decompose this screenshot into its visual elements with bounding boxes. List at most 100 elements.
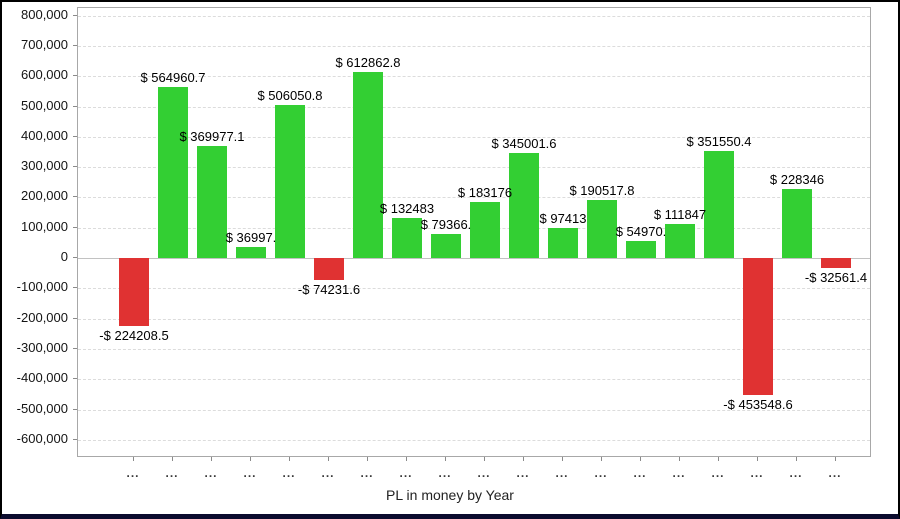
- y-axis-tick: [73, 226, 77, 228]
- x-axis-category-label: ...: [126, 466, 140, 480]
- y-axis-tick: [73, 257, 77, 258]
- bar-positive: [236, 246, 266, 258]
- y-axis-tick: [73, 166, 77, 168]
- y-axis-label: 300,000: [21, 158, 68, 174]
- x-axis-category-label: ...: [633, 466, 647, 480]
- x-axis-category-label: ...: [594, 466, 608, 480]
- bar-positive: [275, 104, 305, 258]
- y-axis-tick: [73, 135, 77, 137]
- x-axis-category-label: ...: [789, 466, 803, 480]
- gridline: [78, 136, 870, 138]
- y-axis-label: 500,000: [21, 97, 68, 113]
- bar-value-label: $ 36997.: [225, 229, 277, 245]
- y-axis-label: 700,000: [21, 36, 68, 52]
- x-axis-category-label: ...: [711, 466, 725, 480]
- x-axis-tick: [562, 457, 563, 461]
- x-axis-tick: [484, 457, 485, 461]
- x-axis-tick: [250, 457, 251, 461]
- bar-positive: [587, 200, 617, 258]
- y-axis-tick: [73, 196, 77, 198]
- gridline: [78, 318, 870, 320]
- bar-value-label: $ 183176: [457, 185, 513, 201]
- x-axis-title: PL in money by Year: [386, 487, 514, 503]
- x-axis-category-label: ...: [750, 466, 764, 480]
- bar-value-label: $ 351550.4: [686, 134, 752, 150]
- bar-value-label: $ 506050.8: [257, 87, 323, 103]
- bar-value-label: $ 369977.1: [179, 128, 245, 144]
- bar-negative: [119, 258, 149, 326]
- y-axis-tick: [73, 347, 77, 349]
- x-axis-tick: [406, 457, 407, 461]
- bar-positive: [431, 233, 461, 258]
- y-axis-tick: [73, 75, 77, 77]
- y-axis-tick: [73, 44, 77, 46]
- y-axis-label: -400,000: [16, 370, 68, 386]
- y-axis-label: 800,000: [21, 6, 68, 22]
- x-axis-tick: [835, 457, 836, 461]
- bar-value-label: -$ 453548.6: [723, 397, 793, 413]
- x-axis-category-label: ...: [243, 466, 257, 480]
- bar-positive: [782, 188, 812, 258]
- y-axis-label: 0: [60, 249, 68, 264]
- y-axis-label: -100,000: [16, 279, 68, 295]
- y-axis-tick: [73, 378, 77, 380]
- bar-negative: [743, 258, 773, 396]
- x-axis-tick: [328, 457, 329, 461]
- y-axis-label: -600,000: [16, 430, 68, 446]
- gridline: [78, 288, 870, 290]
- bar-value-label: $ 612862.8: [335, 55, 401, 71]
- y-axis-label: 400,000: [21, 127, 68, 143]
- bar-value-label: $ 564960.7: [140, 69, 206, 85]
- x-axis-category-label: ...: [477, 466, 491, 480]
- bar-value-label: $ 345001.6: [491, 136, 557, 152]
- bar-value-label: -$ 74231.6: [297, 282, 361, 298]
- bar-value-label: $ 132483: [379, 200, 435, 216]
- y-axis-label: -300,000: [16, 339, 68, 355]
- x-axis-category-label: ...: [828, 466, 842, 480]
- bar-value-label: $ 111847: [653, 207, 707, 223]
- bar-positive: [197, 145, 227, 258]
- bar-value-label: $ 79366.: [420, 216, 472, 232]
- x-axis-category-label: ...: [204, 466, 218, 480]
- x-axis-category-label: ...: [399, 466, 413, 480]
- y-axis-tick: [73, 105, 77, 107]
- gridline: [78, 379, 870, 381]
- x-axis-tick: [211, 457, 212, 461]
- x-axis-tick: [640, 457, 641, 461]
- bar-negative: [314, 258, 344, 281]
- y-axis-tick: [73, 14, 77, 16]
- x-axis-tick: [796, 457, 797, 461]
- x-axis-category-label: ...: [438, 466, 452, 480]
- y-axis-label: 600,000: [21, 67, 68, 83]
- bar-positive: [626, 241, 656, 258]
- bar-negative: [821, 258, 851, 268]
- x-axis-tick: [601, 457, 602, 461]
- bar-value-label: $ 97413: [539, 211, 587, 227]
- x-axis-tick: [523, 457, 524, 461]
- x-axis-category-label: ...: [672, 466, 686, 480]
- gridline: [78, 45, 870, 47]
- bar-value-label: $ 190517.8: [569, 183, 635, 199]
- x-axis-category-label: ...: [360, 466, 374, 480]
- gridline: [78, 439, 870, 441]
- gridline: [78, 106, 870, 108]
- bar-positive: [704, 151, 734, 258]
- gridline: [78, 167, 870, 169]
- y-axis-tick: [73, 408, 77, 410]
- x-axis-tick: [133, 457, 134, 461]
- x-axis-category-label: ...: [165, 466, 179, 480]
- y-axis-label: -200,000: [16, 309, 68, 325]
- bar-value-label: $ 54970.: [615, 224, 667, 240]
- bar-positive: [158, 86, 188, 258]
- bar-value-label: $ 228346: [769, 171, 825, 187]
- bar-positive: [548, 228, 578, 258]
- x-axis-tick: [679, 457, 680, 461]
- bar-positive: [353, 72, 383, 258]
- x-axis-tick: [367, 457, 368, 461]
- x-axis-tick: [445, 457, 446, 461]
- y-axis-label: 200,000: [21, 188, 68, 204]
- bar-positive: [470, 202, 500, 258]
- x-axis-tick: [757, 457, 758, 461]
- y-axis-label: -500,000: [16, 400, 68, 416]
